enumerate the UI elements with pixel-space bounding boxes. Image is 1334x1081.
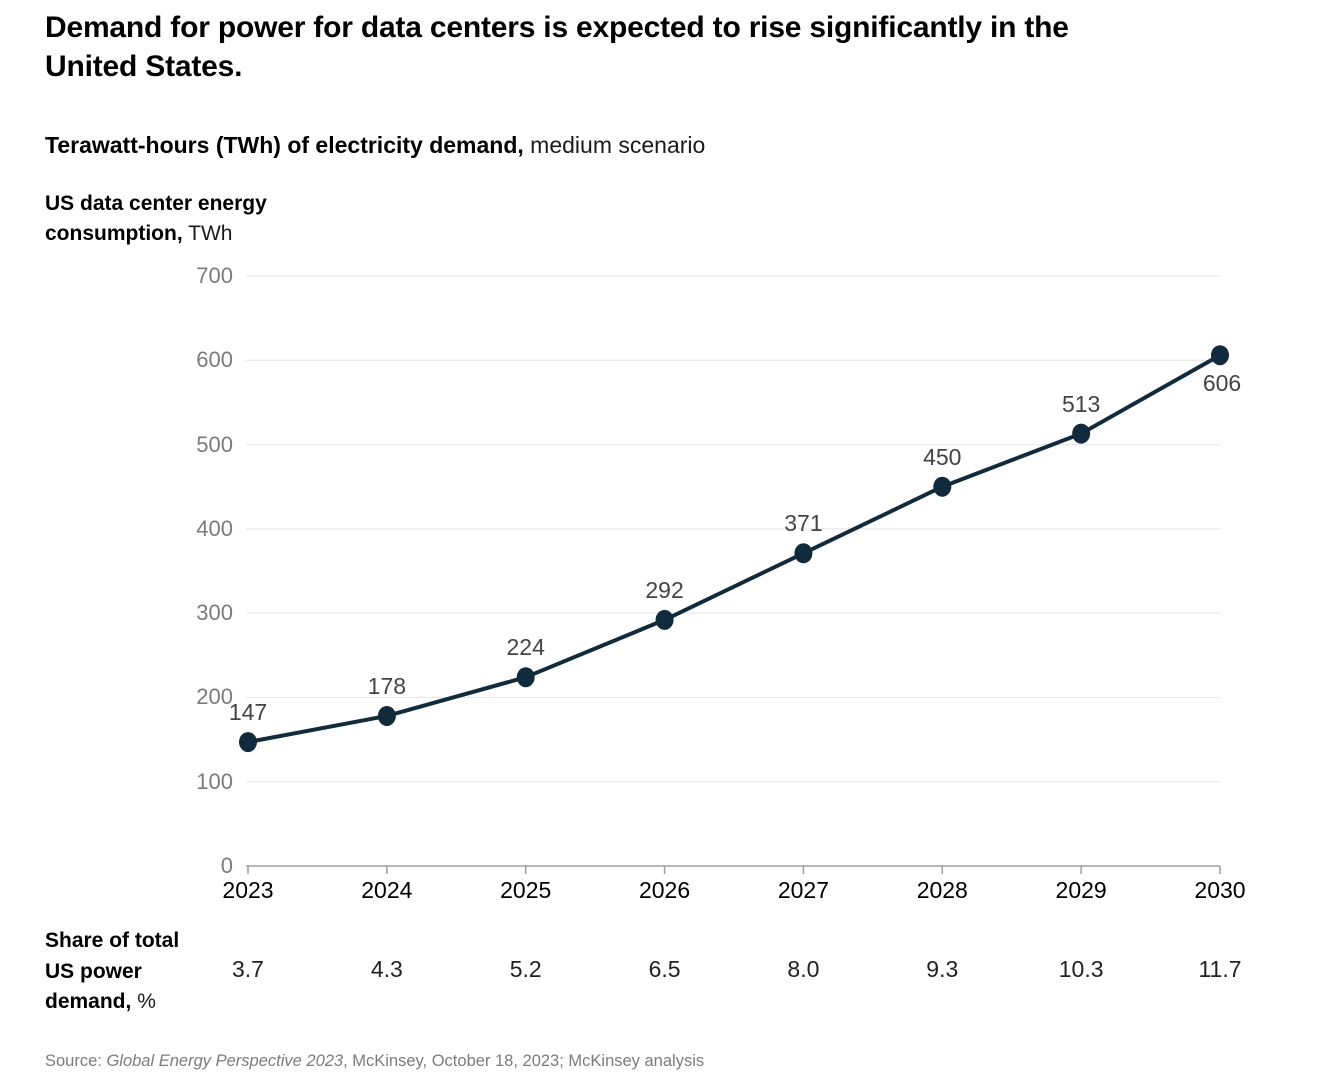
share-value: 10.3 <box>1058 956 1104 982</box>
data-point <box>1072 423 1091 444</box>
page-title: Demand for power for data centers is exp… <box>45 8 1245 86</box>
chart-subtitle-regular: medium scenario <box>523 132 706 158</box>
data-point <box>239 732 257 753</box>
data-point <box>933 476 952 497</box>
share-value: 9.3 <box>926 956 959 982</box>
share-value: 11.7 <box>1198 956 1242 982</box>
data-label: 147 <box>228 699 268 726</box>
x-tick-label: 2027 <box>777 877 829 903</box>
x-tick-label: 2029 <box>1055 877 1107 903</box>
data-point <box>1211 345 1229 366</box>
x-tick-label: 2025 <box>500 877 552 903</box>
trend-line <box>246 353 1222 745</box>
y-tick-label: 600 <box>196 347 233 373</box>
data-point <box>377 705 396 726</box>
share-row-label: Share of total US power demand, % <box>45 926 179 1018</box>
y-tick-label: 200 <box>196 684 233 710</box>
y-tick-label: 700 <box>196 263 233 288</box>
data-label: 513 <box>1061 390 1101 417</box>
data-point <box>655 609 674 630</box>
source-suffix: , McKinsey, October 18, 2023; McKinsey a… <box>343 1052 705 1070</box>
x-tick-label: 2024 <box>361 877 413 903</box>
x-tick-label: 2026 <box>638 877 691 903</box>
x-tick-label: 2028 <box>916 877 968 903</box>
chart-subtitle-bold: Terawatt-hours (TWh) of electricity dema… <box>45 132 524 158</box>
y-axis-title-line2: consumption, TWh <box>45 222 233 245</box>
x-tick-label: 2023 <box>222 877 274 903</box>
data-label: 224 <box>506 634 545 661</box>
y-axis-title-line1: US data center energy <box>45 192 267 215</box>
chart-subtitle: Terawatt-hours (TWh) of electricity dema… <box>45 131 705 159</box>
data-label: 178 <box>367 672 407 699</box>
share-value: 6.5 <box>648 956 681 982</box>
data-label: 371 <box>784 510 823 537</box>
data-label: 292 <box>645 576 684 603</box>
source-prefix: Source: <box>45 1052 107 1070</box>
share-value: 5.2 <box>509 956 542 982</box>
share-row-label-line3: demand, % <box>45 990 156 1013</box>
page-title-line2: United States. <box>45 50 243 83</box>
share-row-label-line2: US power <box>45 959 142 983</box>
y-tick-label: 0 <box>220 853 233 878</box>
share-value: 8.0 <box>787 956 820 982</box>
data-point <box>516 667 535 688</box>
page-title-line1: Demand for power for data centers is exp… <box>45 11 1069 44</box>
y-tick-label: 300 <box>196 600 233 626</box>
share-value: 3.7 <box>232 956 264 982</box>
data-label: 450 <box>923 443 962 470</box>
y-tick-label: 100 <box>196 768 233 794</box>
data-label: 606 <box>1202 370 1242 397</box>
source-publication: Global Energy Perspective 2023 <box>106 1052 344 1070</box>
share-row-label-line1: Share of total <box>45 929 180 952</box>
x-tick-label: 2030 <box>1194 877 1246 903</box>
y-tick-label: 500 <box>196 431 233 457</box>
y-axis-title: US data center energy consumption, TWh <box>45 189 267 249</box>
y-tick-label: 400 <box>196 515 233 541</box>
data-point <box>794 543 813 564</box>
share-value: 4.3 <box>370 956 403 982</box>
source-note: Source: Global Energy Perspective 2023, … <box>45 1051 704 1071</box>
